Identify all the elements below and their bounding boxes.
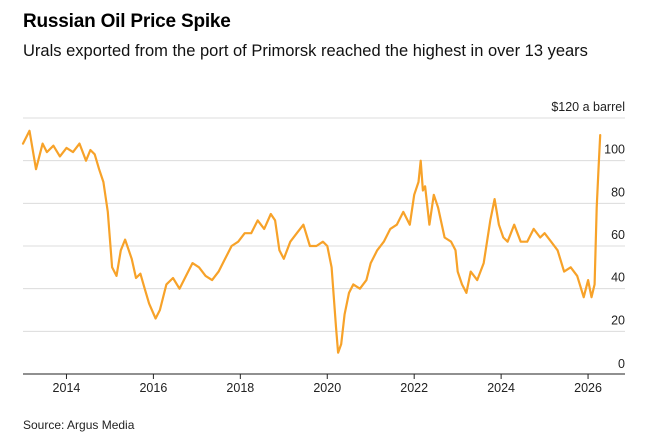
x-tick-label-2024: 2024 (487, 381, 515, 395)
y-tick-label-120: $120 a barrel (551, 100, 625, 114)
chart-title: Russian Oil Price Spike (23, 11, 231, 32)
y-tick-label-60: 60 (611, 228, 625, 242)
y-tick-label-0: 0 (618, 357, 625, 371)
y-tick-label-40: 40 (611, 271, 625, 285)
x-tick-label-2026: 2026 (574, 381, 602, 395)
chart-subtitle: Urals exported from the port of Primorsk… (23, 42, 588, 60)
line-chart: $120 a barrel 100 80 60 40 20 0 2014 2016 2018 202… (21, 100, 625, 395)
x-tick-label-2014: 2014 (53, 381, 81, 395)
source-note: Source: Argus Media (23, 418, 135, 432)
y-tick-label-20: 20 (611, 313, 625, 327)
x-tick-label-2020: 2020 (313, 381, 341, 395)
x-tick-label-2022: 2022 (400, 381, 428, 395)
x-tick-label-2018: 2018 (226, 381, 254, 395)
y-tick-label-100: 100 (604, 143, 625, 157)
series-line-urals (21, 129, 602, 354)
y-tick-label-80: 80 (611, 185, 625, 199)
x-tick-label-2016: 2016 (139, 381, 167, 395)
